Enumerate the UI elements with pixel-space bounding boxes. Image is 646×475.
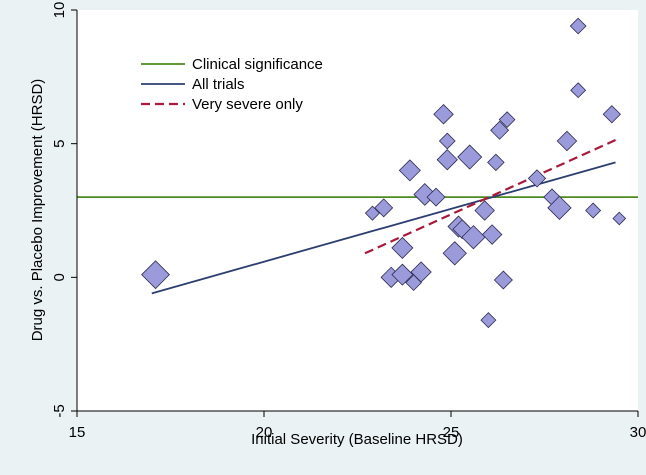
x-tick-label-3: 30 [630,424,646,441]
y-tick-label-3: 10 [51,2,68,19]
data-point-25 [498,111,516,128]
plot-area [77,10,638,411]
y-tick-label-0: -5 [51,404,68,417]
data-point-14 [442,241,467,266]
data-point-30 [569,17,587,35]
data-point-8 [410,261,432,283]
data-point-19 [474,200,495,221]
x-tick-label-1: 20 [256,424,273,441]
legend-label-1: All trials [192,76,245,93]
data-point-13 [436,149,458,171]
data-point-28 [547,195,572,220]
data-point-26 [527,169,547,188]
x-tick-label-2: 25 [443,424,460,441]
data-point-34 [612,211,627,226]
data-point-24 [493,270,513,290]
y-axis-label: Drug vs. Placebo Improvement (HRSD) [29,79,46,342]
data-point-5 [391,263,414,286]
legend-label-0: Clinical significance [192,56,323,73]
data-point-32 [585,202,602,219]
legend: Clinical significance All trials Very seve… [141,56,323,113]
data-point-17 [457,144,483,170]
x-axis-label: Initial Severity (Baseline HRSD) [251,431,463,448]
series-line-2 [364,137,620,255]
data-point-29 [556,130,578,152]
x-tick-label-0: 15 [69,424,86,441]
data-point-21 [481,224,503,245]
data-point-22 [487,153,505,172]
data-point-10 [426,187,446,207]
data-point-2 [374,198,394,218]
data-point-23 [490,120,510,140]
data-point-4 [391,236,414,259]
y-tick-label-1: 0 [51,273,68,281]
data-point-1 [364,205,381,221]
data-point-11 [433,103,454,125]
data-point-12 [438,132,456,150]
legend-label-2: Very severe only [192,96,303,113]
data-point-31 [570,82,587,99]
data-point-18 [461,225,486,250]
data-point-6 [398,159,421,182]
data-point-33 [602,105,621,124]
data-point-0 [141,260,170,290]
data-point-20 [480,312,497,329]
y-tick-label-2: 5 [51,139,68,147]
